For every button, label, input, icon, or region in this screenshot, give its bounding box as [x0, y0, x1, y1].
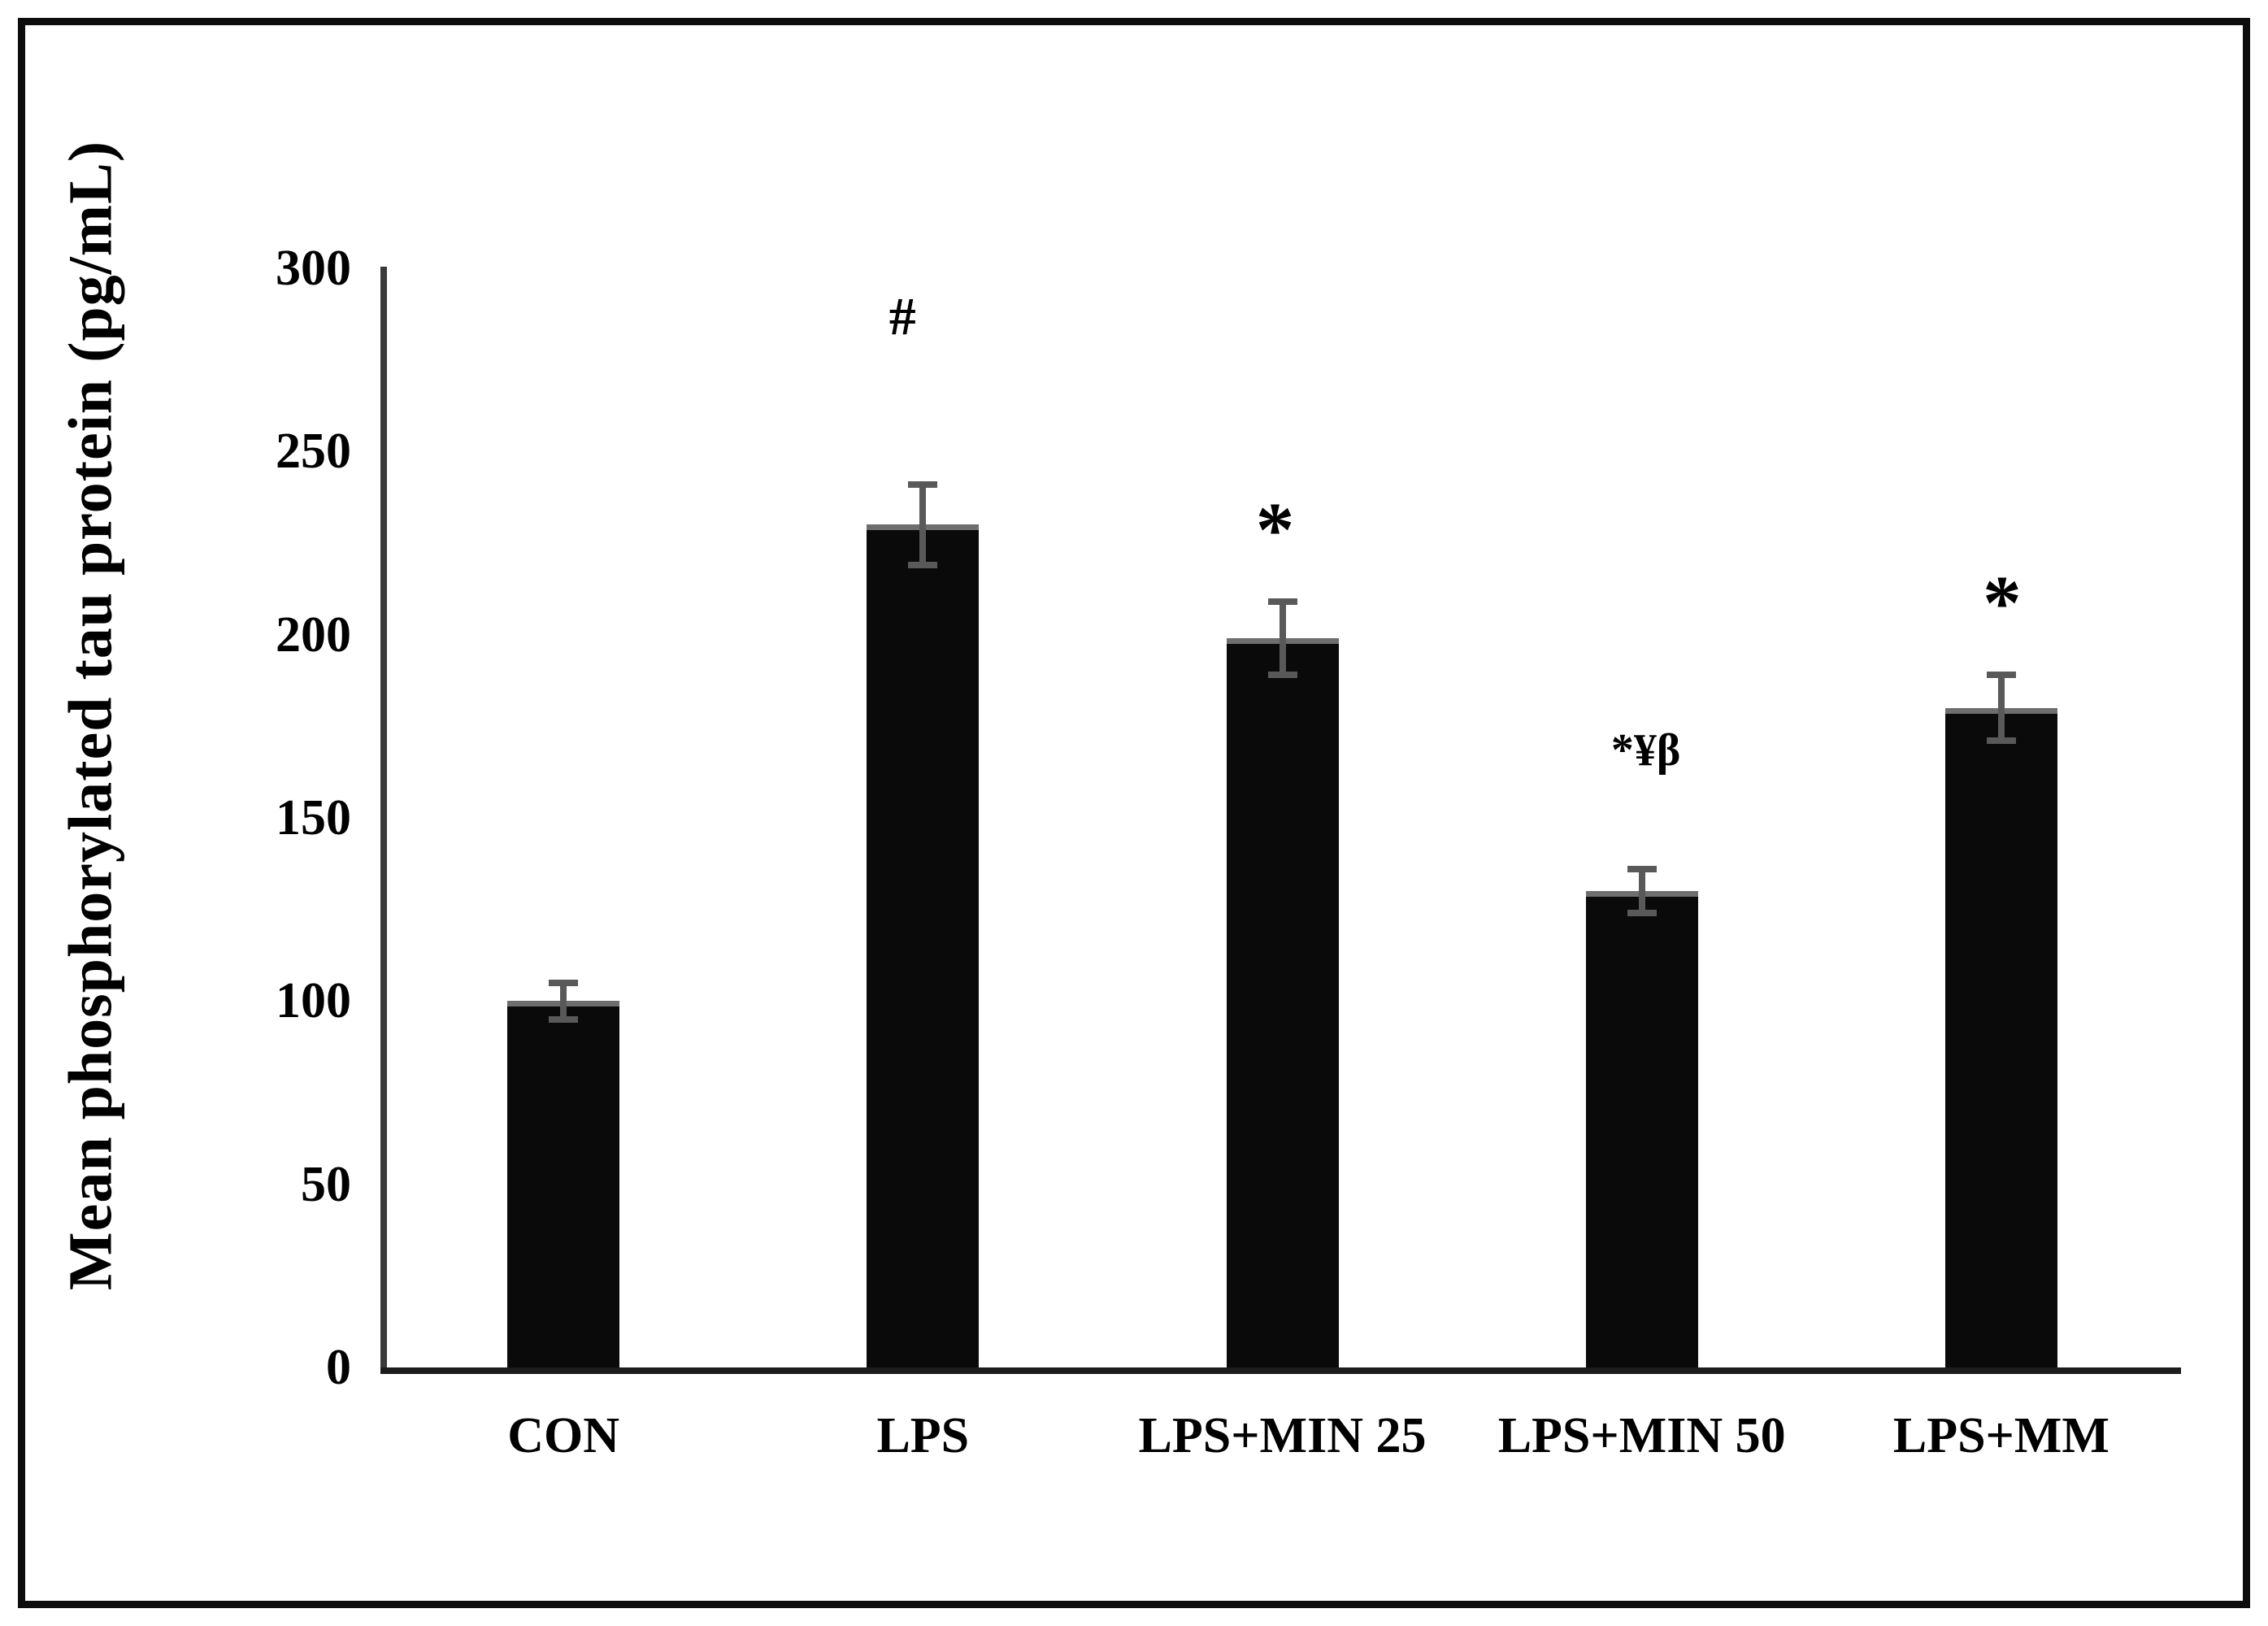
error-bar: [1997, 675, 2005, 741]
error-bar: [919, 484, 927, 566]
significance-annotation: *: [1255, 486, 1295, 573]
error-bar-top-cap: [1627, 866, 1657, 873]
y-tick-label: 100: [276, 973, 351, 1029]
x-category-label: CON: [507, 1408, 619, 1463]
y-tick-label: 0: [326, 1340, 351, 1395]
bar: [1944, 707, 2057, 1367]
y-tick-label: 250: [276, 424, 351, 480]
bar: [507, 1001, 620, 1367]
error-bar-bottom-cap: [908, 562, 938, 569]
y-tick-label: 50: [301, 1156, 351, 1212]
error-bar: [1279, 602, 1286, 676]
error-bar-top-cap: [1986, 672, 2016, 679]
error-bar-bottom-cap: [549, 1015, 579, 1023]
significance-annotation: #: [889, 287, 916, 346]
significance-annotation: *: [1983, 559, 2022, 646]
significance-annotation: *¥β: [1610, 725, 1681, 776]
x-axis-line: [380, 1367, 2181, 1374]
y-tick-label: 150: [276, 790, 351, 846]
bar: [1585, 891, 1698, 1367]
error-bar-bottom-cap: [1627, 910, 1657, 917]
bar: [1226, 638, 1339, 1367]
x-category-label: LPS+MM: [1892, 1408, 2109, 1463]
y-tick-label: 200: [276, 606, 351, 663]
error-bar-top-cap: [1267, 598, 1297, 606]
y-axis-line: [380, 267, 387, 1371]
bar: [867, 524, 980, 1367]
error-bar: [1638, 869, 1645, 914]
x-category-label: LPS: [876, 1408, 970, 1463]
error-bar-bottom-cap: [1986, 737, 2016, 745]
figure-frame: [18, 18, 2250, 1608]
x-category-label: LPS+MIN 50: [1497, 1408, 1786, 1463]
error-bar-top-cap: [908, 480, 938, 488]
error-bar: [560, 982, 567, 1020]
y-axis-title: Mean phosphorylated tau protein (pg/mL): [56, 140, 125, 1291]
error-bar-bottom-cap: [1267, 672, 1297, 679]
error-bar-top-cap: [549, 979, 579, 986]
y-tick-label: 300: [276, 241, 351, 296]
x-category-label: LPS+MIN 25: [1138, 1408, 1427, 1463]
